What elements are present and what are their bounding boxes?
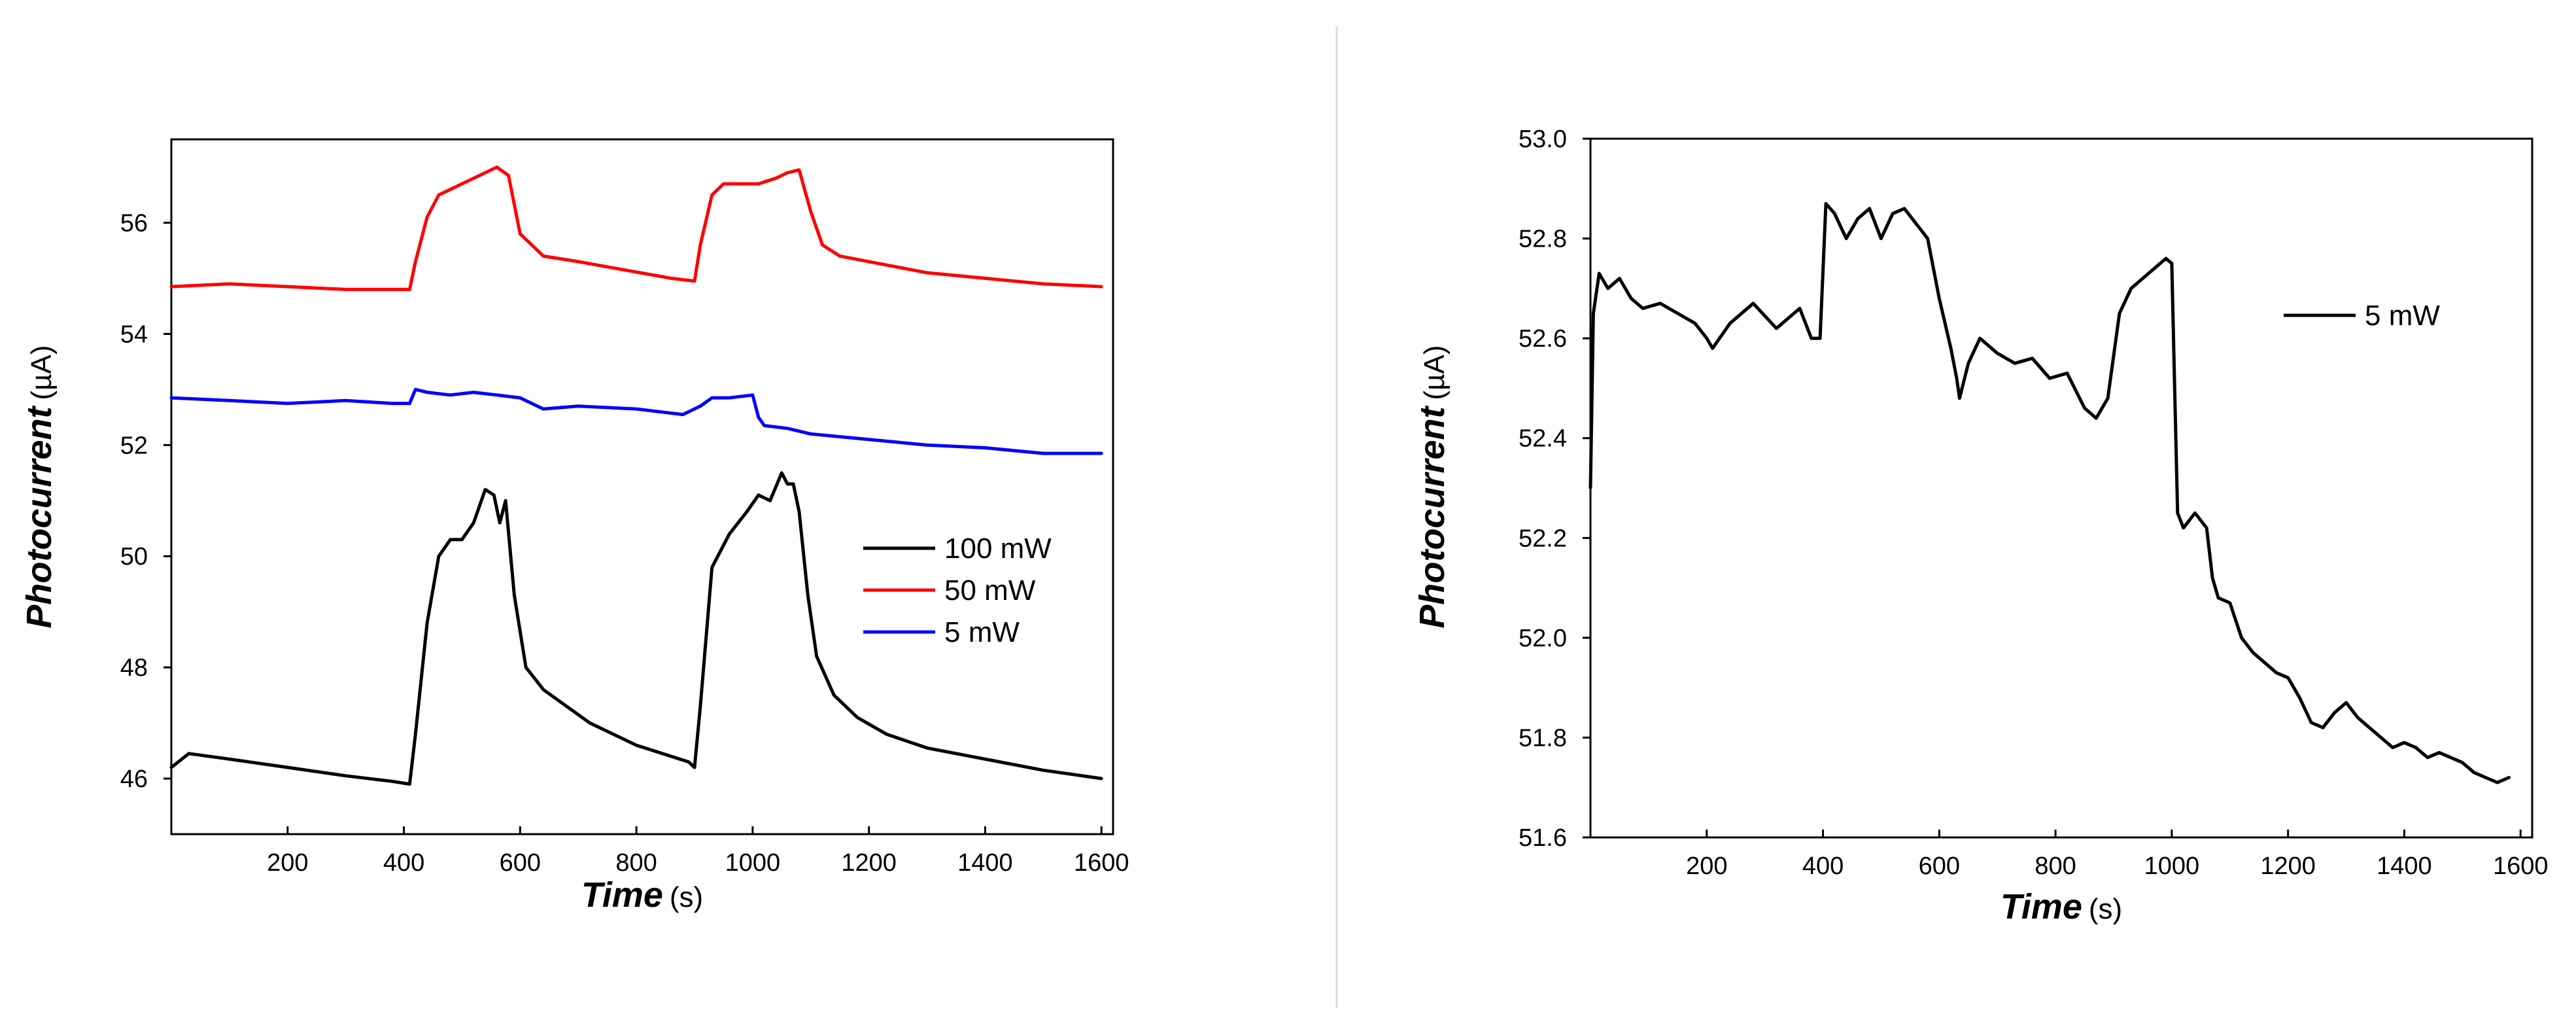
left-series-lines [169, 166, 1103, 786]
right-chart: 200 400 600 800 1000 1200 1400 1600 51.6 51.8 52.… [1413, 126, 2548, 926]
left-y-axis-title: Photocurrent [20, 405, 59, 628]
right-x-axis-title: Time [2001, 887, 2082, 926]
left-y-axis-label: Photocurrent (µA) [20, 345, 59, 628]
left-x-tick-label: 800 [615, 849, 657, 877]
right-x-tick-label: 1400 [2377, 852, 2432, 880]
right-x-tick-label: 1000 [2144, 852, 2200, 880]
right-plot-area [1589, 137, 2533, 839]
left-y-tick-label: 54 [120, 321, 148, 348]
right-y-tick-label: 52.6 [1519, 325, 1567, 353]
right-legend-label: 5 mW [2365, 300, 2440, 332]
left-y-tick-label: 46 [120, 765, 148, 793]
right-x-axis-unit: (s) [2089, 893, 2122, 925]
left-y-tick-label: 52 [120, 432, 148, 459]
left-y-tick-label: 48 [120, 654, 148, 682]
left-legend: 100 mW 50 mW 5 mW [863, 533, 1052, 648]
left-x-tick-label: 600 [500, 849, 541, 877]
left-x-axis-label: Time (s) [581, 875, 703, 915]
right-y-tick-label: 52.2 [1519, 525, 1567, 552]
left-x-tick-label: 400 [383, 849, 424, 877]
right-y-tick-label: 52.0 [1519, 625, 1567, 652]
left-series-line-5-mw [169, 387, 1103, 455]
left-x-tick-label: 1000 [725, 849, 781, 877]
left-x-tick-label: 200 [267, 849, 308, 877]
right-x-tick-label: 600 [1919, 852, 1960, 880]
right-y-axis-unit: (µA) [1418, 345, 1451, 400]
left-y-axis-unit: (µA) [26, 345, 58, 400]
right-x-tick-label: 1600 [2493, 852, 2549, 880]
right-y-tick-label: 51.8 [1519, 724, 1567, 752]
right-y-axis-label: Photocurrent (µA) [1413, 345, 1452, 628]
right-x-tick-label: 200 [1686, 852, 1727, 880]
left-legend-label: 5 mW [944, 616, 1020, 648]
left-x-tick-label: 1200 [841, 849, 897, 877]
right-x-axis-label: Time (s) [2001, 887, 2122, 926]
left-plot-area [170, 138, 1114, 835]
right-y-tick-label: 52.4 [1519, 425, 1567, 453]
left-x-ticks: 200 400 600 800 1000 1200 1400 1600 [267, 826, 1129, 877]
left-x-axis-unit: (s) [670, 881, 703, 913]
left-y-ticks: 46 48 50 52 54 56 [120, 209, 171, 793]
right-x-ticks: 200 400 600 800 1000 1200 1400 1600 [1686, 830, 2548, 880]
left-y-tick-label: 50 [120, 543, 148, 570]
left-x-axis-title: Time [581, 875, 663, 915]
right-legend: 5 mW [2284, 300, 2440, 332]
right-x-tick-label: 800 [2035, 852, 2076, 880]
right-series-lines [1589, 202, 2511, 784]
right-y-axis-title: Photocurrent [1413, 405, 1452, 628]
left-series-line-100-mw [169, 471, 1103, 786]
left-y-tick-label: 56 [120, 209, 148, 237]
left-chart: 200 400 600 800 1000 1200 1400 1600 46 48 50 52 54 5… [20, 138, 1129, 915]
right-y-tick-label: 53.0 [1519, 126, 1567, 153]
right-series-line-5-mw [1589, 202, 2511, 784]
left-x-tick-label: 1600 [1074, 849, 1129, 877]
right-x-tick-label: 400 [1802, 852, 1844, 880]
left-legend-label: 50 mW [944, 574, 1036, 606]
left-series-line-50-mw [169, 166, 1103, 291]
right-y-ticks: 51.6 51.8 52.0 52.2 52.4 52.6 52.8 53.0 [1519, 126, 1590, 852]
right-y-tick-label: 52.8 [1519, 226, 1567, 253]
left-legend-label: 100 mW [944, 533, 1052, 565]
right-x-tick-label: 1200 [2260, 852, 2316, 880]
right-y-tick-label: 51.6 [1519, 824, 1567, 852]
left-x-tick-label: 1400 [957, 849, 1013, 877]
